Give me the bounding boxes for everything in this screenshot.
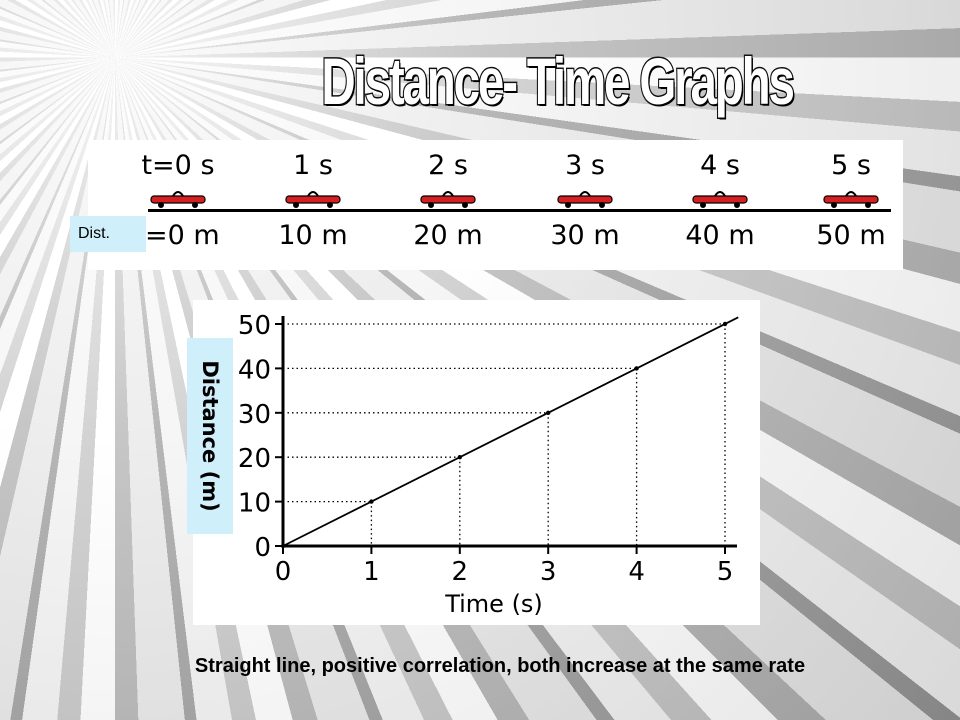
x-tick-label: 3 — [540, 557, 557, 587]
strip-distance-label: 10 m — [278, 220, 348, 251]
distance-time-chart: 0 10 20 30 40 50 0 1 2 3 4 5 Time (s) — [193, 300, 760, 625]
strip-time-label: 5 s — [831, 150, 871, 181]
car-icon — [692, 191, 748, 208]
strip-time-label: t=0 s — [141, 150, 215, 181]
y-tick-label: 50 — [238, 311, 271, 341]
x-tick-label: 5 — [717, 557, 734, 587]
data-point — [634, 366, 639, 371]
car-icon — [420, 191, 476, 208]
x-tick-label: 2 — [452, 557, 469, 587]
dist-label: Dist. — [70, 216, 146, 252]
data-point — [457, 455, 462, 460]
series-line — [282, 316, 739, 547]
strip-time-label: 3 s — [565, 150, 605, 181]
strip-distance-label: 20 m — [413, 220, 483, 251]
strip-time-label: 1 s — [293, 150, 333, 181]
strip-distance-label: 40 m — [685, 220, 755, 251]
x-tick-label: 0 — [275, 557, 292, 587]
y-axis-label: Distance (m) — [198, 360, 222, 512]
strip-distance-label: 30 m — [550, 220, 620, 251]
car-icon — [150, 191, 206, 208]
car-icon — [285, 191, 341, 208]
slide-caption: Straight line, positive correlation, bot… — [194, 655, 806, 677]
slide-title: Distance- Time Graphs — [320, 44, 796, 118]
strip-time-label: 4 s — [700, 150, 740, 181]
x-tick-label: 4 — [628, 557, 645, 587]
car-distance-strip: t=0 s .=0 m 1 s 10 m 2 s 20 m 3 s 30 m 4 s 40 m 5 … — [88, 140, 903, 270]
y-tick-label: 0 — [254, 533, 271, 563]
car-icon — [557, 191, 613, 208]
data-point — [280, 543, 286, 549]
y-tick-label: 30 — [238, 400, 271, 430]
data-point — [369, 499, 374, 504]
data-point — [722, 321, 728, 327]
road-line — [148, 209, 891, 212]
y-axis-label-box: Distance (m) — [187, 338, 233, 534]
y-tick-label: 40 — [238, 355, 271, 385]
strip-distance-label: .=0 m — [136, 220, 220, 251]
y-tick-label: 10 — [238, 489, 271, 519]
car-icon — [823, 191, 879, 208]
data-point — [546, 410, 551, 415]
strip-distance-label: 50 m — [816, 220, 886, 251]
chart-svg: 0 10 20 30 40 50 0 1 2 3 4 5 Time (s) — [238, 311, 739, 618]
x-tick-label: 1 — [363, 557, 380, 587]
strip-time-label: 2 s — [428, 150, 468, 181]
y-tick-label: 20 — [238, 444, 271, 474]
x-axis-label: Time (s) — [444, 590, 543, 618]
